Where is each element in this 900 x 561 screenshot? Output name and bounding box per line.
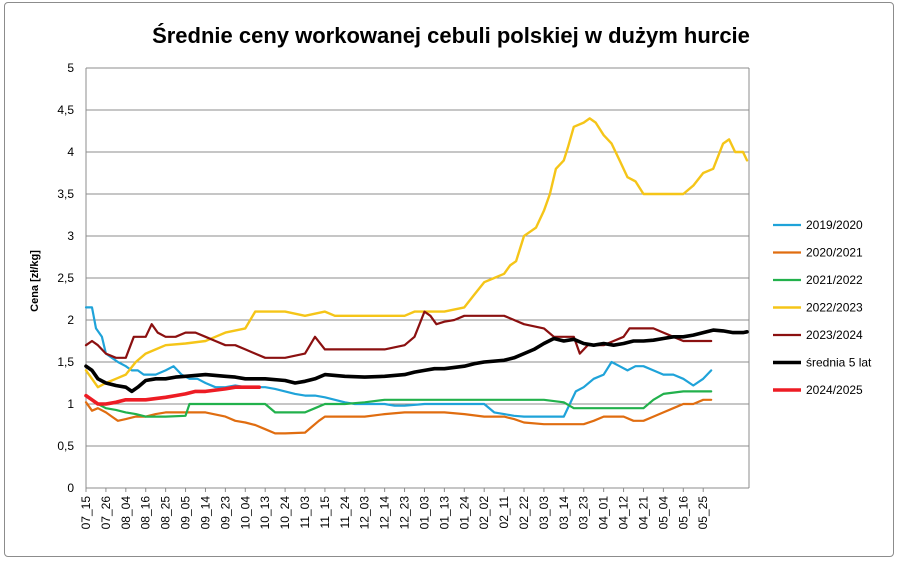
x-tick-label: 04_12 <box>617 496 631 530</box>
x-tick-label: 02_22 <box>517 496 531 530</box>
y-tick-label: 4,5 <box>57 103 74 117</box>
y-tick-label: 3 <box>67 229 74 243</box>
series-line <box>84 390 713 418</box>
legend-label: 2024/2025 <box>806 383 863 397</box>
legend-label: 2019/2020 <box>806 218 863 232</box>
x-tick-label: 11_15 <box>318 496 332 529</box>
series-line <box>84 310 713 359</box>
y-tick-label: 1 <box>67 397 74 411</box>
x-tick-label: 01_24 <box>457 496 471 530</box>
chart-title: Średnie ceny workowanej cebuli polskiej … <box>152 23 750 48</box>
series-lines <box>84 117 749 435</box>
x-tick-label: 10_24 <box>278 496 292 530</box>
legend-label: 2023/2024 <box>806 328 863 342</box>
chart-svg: Średnie ceny workowanej cebuli polskiej … <box>29 23 872 530</box>
legend-label: 2020/2021 <box>806 246 863 260</box>
x-tick-label: 04_01 <box>597 496 611 530</box>
x-tick-label: 05_04 <box>656 496 670 530</box>
x-tick-label: 03_03 <box>537 496 551 530</box>
legend-label: 2021/2022 <box>806 273 863 287</box>
x-tick-label: 05_16 <box>676 496 690 530</box>
x-tick-label: 11_03 <box>298 496 312 529</box>
x-tick-label: 08_25 <box>159 496 173 530</box>
legend: 2019/2020 2020/2021 2021/2022 2022/2023 2023… <box>773 218 872 397</box>
y-tick-label: 0 <box>67 481 74 495</box>
y-tick-label: 4 <box>67 145 74 159</box>
x-tick-label: 09_05 <box>179 496 193 530</box>
series-line <box>84 117 749 389</box>
chart-frame: Średnie ceny workowanej cebuli polskiej … <box>4 2 894 557</box>
x-tick-label: 05_25 <box>696 496 710 530</box>
x-tick-label: 02_11 <box>497 496 511 529</box>
y-tick-label: 0,5 <box>57 439 74 453</box>
y-tick-label: 2,5 <box>57 271 74 285</box>
axes <box>85 68 750 492</box>
x-tick-label: 09_23 <box>218 496 232 530</box>
x-tick-label: 01_03 <box>417 496 431 530</box>
x-tick-label: 11_24 <box>338 496 352 529</box>
series-line <box>84 385 261 406</box>
y-axis-label: Cena [zł/kg] <box>29 250 41 312</box>
y-tick-labels: 0 0,5 1 1,5 2 2,5 3 3,5 4 4,5 5 <box>57 61 74 495</box>
legend-label: 2022/2023 <box>806 301 863 315</box>
x-tick-label: 04_21 <box>636 496 650 530</box>
x-tick-label: 09_14 <box>198 496 212 530</box>
y-tick-label: 3,5 <box>57 187 74 201</box>
x-tick-label: 01_13 <box>437 496 451 530</box>
x-tick-label: 08_16 <box>139 496 153 530</box>
x-tick-label: 10_13 <box>258 496 272 530</box>
x-tick-label: 12_14 <box>378 496 392 530</box>
series-line <box>84 328 749 394</box>
x-tick-label: 03_14 <box>557 496 571 530</box>
x-tick-label: 03_23 <box>577 496 591 530</box>
x-tick-label: 10_04 <box>238 496 252 530</box>
x-tick-label: 07_26 <box>99 496 113 530</box>
y-tick-label: 5 <box>67 61 74 75</box>
legend-label: średnia 5 lat <box>806 356 872 370</box>
x-tick-label: 08_04 <box>119 496 133 530</box>
y-tick-label: 1,5 <box>57 355 74 369</box>
y-tick-label: 2 <box>67 313 74 327</box>
x-tick-label: 07_15 <box>79 496 93 530</box>
x-tick-label: 12_23 <box>398 496 412 530</box>
x-tick-label: 02_02 <box>477 496 491 530</box>
x-tick-label: 12_03 <box>358 496 372 530</box>
x-tick-labels: 07_15 07_26 08_04 08_16 08_25 09_05 09_14 09_23… <box>79 496 710 530</box>
grid <box>86 67 749 489</box>
